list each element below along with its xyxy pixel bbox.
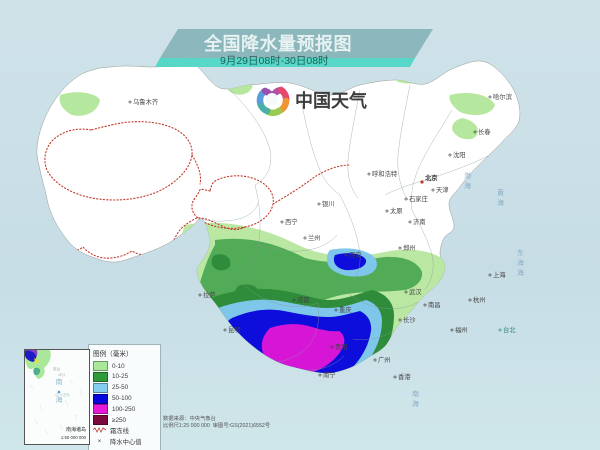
svg-text:上海: 上海: [493, 270, 506, 279]
svg-text:太原: 太原: [390, 206, 403, 215]
svg-text:西宁: 西宁: [285, 217, 298, 226]
svg-text:黄: 黄: [497, 188, 504, 197]
svg-text:石家庄: 石家庄: [409, 194, 428, 203]
svg-text:哈尔滨: 哈尔滨: [493, 92, 513, 101]
svg-text:西安: 西安: [349, 250, 362, 259]
svg-text:海: 海: [517, 268, 524, 277]
svg-text:呼和浩特: 呼和浩特: [372, 169, 398, 178]
svg-text:拉萨: 拉萨: [203, 290, 216, 299]
svg-text:天津: 天津: [436, 186, 449, 194]
svg-text:郑州: 郑州: [403, 244, 416, 252]
svg-text:南昌: 南昌: [428, 300, 441, 309]
svg-text:广州: 广州: [378, 355, 391, 364]
svg-text:乌鲁木齐: 乌鲁木齐: [133, 97, 159, 106]
svg-text:海: 海: [464, 181, 471, 190]
svg-text:杭州: 杭州: [473, 295, 486, 304]
svg-text:海: 海: [517, 258, 524, 267]
svg-text:兰州: 兰州: [308, 233, 321, 242]
svg-text:武汉: 武汉: [409, 287, 422, 296]
svg-text:台北: 台北: [503, 325, 516, 334]
svg-text:沈阳: 沈阳: [453, 150, 466, 159]
svg-text:济南: 济南: [413, 217, 426, 226]
svg-text:北京: 北京: [425, 173, 438, 182]
svg-text:成都: 成都: [297, 295, 310, 304]
svg-text:南宁: 南宁: [323, 370, 336, 379]
svg-text:长春: 长春: [478, 127, 491, 136]
svg-text:重庆: 重庆: [339, 305, 352, 314]
svg-text:全国降水量预报图: 全国降水量预报图: [203, 33, 352, 54]
svg-text:福州: 福州: [455, 325, 468, 334]
svg-text:中国天气: 中国天气: [295, 90, 367, 111]
svg-text:海: 海: [497, 198, 504, 207]
svg-text:海: 海: [412, 399, 419, 408]
svg-text:农山: 农山: [53, 366, 61, 371]
svg-text:东: 东: [517, 248, 524, 257]
svg-text:•中沙: •中沙: [58, 372, 66, 377]
svg-text:贵阳: 贵阳: [335, 342, 348, 351]
svg-text:银川: 银川: [322, 199, 335, 208]
svg-text:香港: 香港: [398, 372, 411, 381]
svg-text:南: 南: [412, 389, 419, 398]
svg-text:9月29日08时-30日08时: 9月29日08时-30日08时: [220, 55, 329, 67]
svg-text:长沙: 长沙: [403, 315, 416, 324]
svg-text:渤: 渤: [464, 171, 471, 180]
svg-text:昆明: 昆明: [228, 326, 241, 334]
